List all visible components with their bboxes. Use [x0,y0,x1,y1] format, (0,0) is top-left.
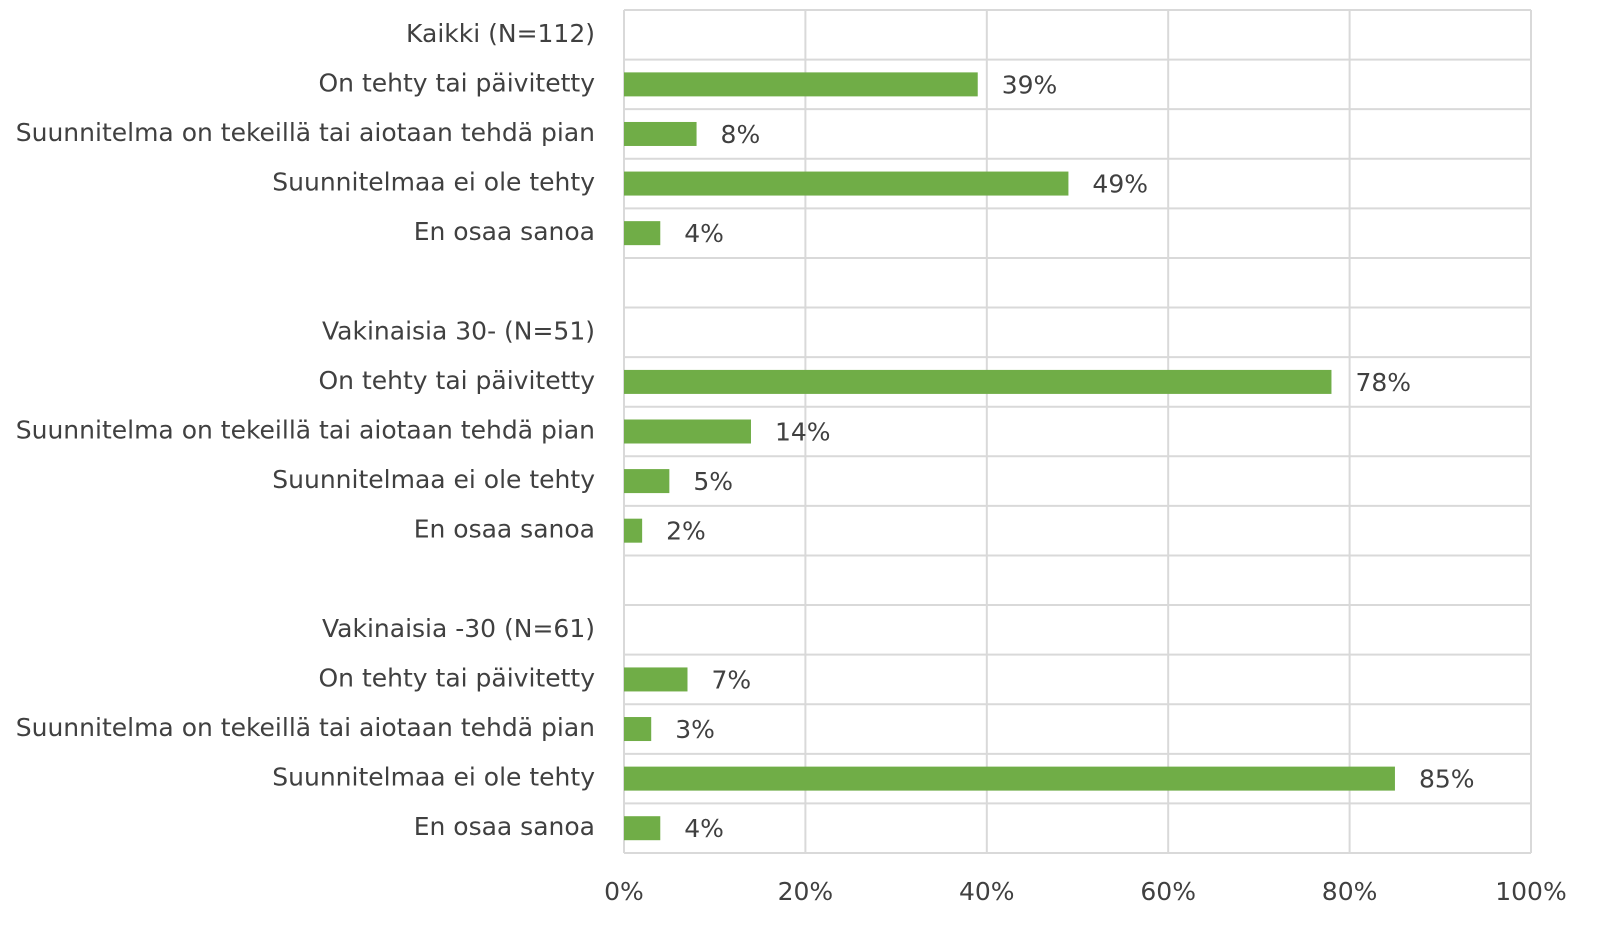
y-tick-label: Suunnitelma on tekeillä tai aiotaan tehd… [16,118,595,147]
data-label: 5% [693,467,733,496]
data-label: 14% [775,418,831,447]
y-tick-label: Suunnitelmaa ei ole tehty [272,763,595,792]
data-label: 85% [1419,765,1475,794]
y-tick-label: Suunnitelma on tekeillä tai aiotaan tehd… [16,416,595,445]
bar [624,419,751,444]
data-label: 3% [675,715,715,744]
data-label: 49% [1092,170,1148,199]
data-label: 4% [684,814,724,843]
data-label: 4% [684,219,724,248]
data-label: 2% [666,517,706,546]
data-label: 7% [711,665,751,694]
y-tick-label: Vakinaisia -30 (N=61) [322,614,595,643]
x-tick-label: 40% [959,877,1015,906]
x-tick-label: 0% [604,877,644,906]
bar [624,221,661,246]
y-tick-label: On tehty tai päivitetty [318,663,595,692]
y-tick-label: En osaa sanoa [414,217,595,246]
y-tick-label: Suunnitelmaa ei ole tehty [272,465,595,494]
y-tick-label: Suunnitelma on tekeillä tai aiotaan tehd… [16,713,595,742]
bar [624,369,1332,394]
bar [624,171,1069,196]
data-label: 8% [721,120,761,149]
bar [624,766,1395,791]
y-tick-label: Vakinaisia 30- (N=51) [322,316,595,345]
x-tick-label: 60% [1140,877,1196,906]
data-label: 78% [1355,368,1411,397]
y-tick-label: On tehty tai päivitetty [318,68,595,97]
y-tick-label: En osaa sanoa [414,812,595,841]
x-tick-label: 80% [1322,877,1378,906]
bar [624,72,978,97]
bar [624,667,688,692]
bar [624,121,697,146]
y-tick-label: Suunnitelmaa ei ole tehty [272,168,595,197]
y-tick-label: En osaa sanoa [414,515,595,544]
bar [624,717,652,742]
bar [624,816,661,841]
data-label: 39% [1002,70,1058,99]
bar [624,518,643,543]
bar [624,469,670,494]
y-tick-label: On tehty tai päivitetty [318,366,595,395]
x-tick-label: 20% [778,877,834,906]
x-tick-label: 100% [1495,877,1566,906]
y-tick-label: Kaikki (N=112) [406,19,595,48]
